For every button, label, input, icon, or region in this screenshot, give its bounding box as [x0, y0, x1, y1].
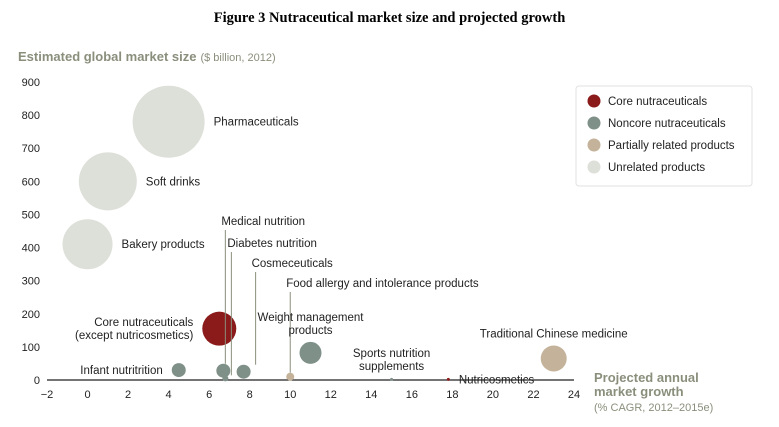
y-axis-unit: ($ billion, 2012)	[200, 52, 275, 64]
bubble	[222, 375, 229, 382]
bubble-label: Core nutraceuticals (except nutricosmetic…	[75, 317, 193, 342]
bubble	[62, 219, 113, 270]
bubble	[132, 85, 205, 158]
legend-label: Noncore nutraceuticals	[608, 118, 726, 130]
bubble	[236, 364, 251, 379]
x-tick-label: 20	[487, 389, 499, 401]
legend-swatch	[587, 94, 601, 108]
bubble-label: Traditional Chinese medicine	[480, 328, 628, 340]
x-tick-label: 2	[125, 389, 131, 401]
bubble-label: Soft drinks	[146, 176, 201, 188]
y-axis-label: Estimated global market size	[18, 49, 196, 64]
bubbles	[62, 85, 567, 382]
bubble-label: Food allergy and intolerance products	[286, 278, 479, 290]
x-tick-label: 10	[284, 389, 296, 401]
bubble	[202, 311, 237, 346]
x-axis-unit: (% CAGR, 2012–2015e)	[594, 402, 713, 414]
x-tick-label: 12	[325, 389, 337, 401]
legend-swatch	[587, 138, 601, 152]
y-tick-label: 200	[22, 309, 40, 321]
y-tick-label: 0	[34, 375, 40, 387]
bubble-label: Cosmeceuticals	[252, 258, 333, 270]
x-axis-label: Projected annual market growth	[594, 370, 699, 399]
legend-label: Partially related products	[608, 140, 735, 152]
x-tick-label: 14	[365, 389, 377, 401]
bubble	[171, 363, 186, 378]
y-tick-label: 500	[22, 209, 40, 221]
x-tick-label: 18	[446, 389, 458, 401]
legend-swatch	[587, 116, 601, 130]
x-tick-label: −2	[41, 389, 54, 401]
x-tick-label: 24	[568, 389, 580, 401]
bubble	[299, 341, 322, 364]
bubble-label: Weight management products	[258, 312, 365, 337]
bubble	[390, 377, 394, 381]
axes: −2 0 2 4 6 8 10 12 14 16 18 20 22 2401002003004005006…	[22, 77, 580, 401]
x-tick-label: 0	[84, 389, 90, 401]
y-tick-label: 100	[22, 342, 40, 354]
bubble-label: Medical nutrition	[221, 216, 305, 228]
bubble-label: Bakery products	[122, 239, 205, 251]
y-tick-label: 400	[22, 243, 40, 255]
x-tick-label: 8	[247, 389, 253, 401]
x-tick-label: 22	[527, 389, 539, 401]
bubble	[540, 345, 567, 372]
x-tick-label: 4	[166, 389, 172, 401]
bubble-label: Sports nutrition supplements	[353, 348, 430, 373]
y-tick-label: 800	[22, 110, 40, 122]
legend-swatch	[587, 160, 601, 174]
y-tick-label: 600	[22, 176, 40, 188]
bubble	[286, 372, 295, 381]
bubble-labels: Pharmaceuticals Soft drinks Bakery product…	[75, 117, 628, 387]
svg-text:Estimated global market size($: Estimated global market size ($ billion, …	[18, 49, 276, 64]
x-tick-label: 16	[406, 389, 418, 401]
y-tick-label: 900	[22, 77, 40, 89]
y-tick-label: 300	[22, 276, 40, 288]
bubble	[216, 363, 231, 378]
x-axis-title: Projected annual market growth (% CAGR, 20…	[594, 370, 713, 414]
figure-title: Figure 3 Nutraceutical market size and p…	[213, 10, 566, 26]
y-axis-title: Estimated global market size ($ billion, …	[18, 49, 276, 64]
bubble-label: Infant nutritrition	[80, 365, 162, 377]
bubble-label: Pharmaceuticals	[214, 117, 299, 129]
legend-label: Unrelated products	[608, 162, 705, 174]
legend-box	[575, 85, 753, 187]
legend: Core nutraceuticals Noncore nutraceutical…	[575, 85, 753, 187]
legend-label: Core nutraceuticals	[608, 96, 707, 108]
bubble-label: Diabetes nutrition	[227, 238, 317, 250]
y-tick-label: 700	[22, 143, 40, 155]
bubble-label: Nutricosmetics	[459, 374, 535, 386]
bubble	[446, 377, 450, 381]
x-tick-label: 6	[206, 389, 212, 401]
bubble	[78, 152, 137, 211]
